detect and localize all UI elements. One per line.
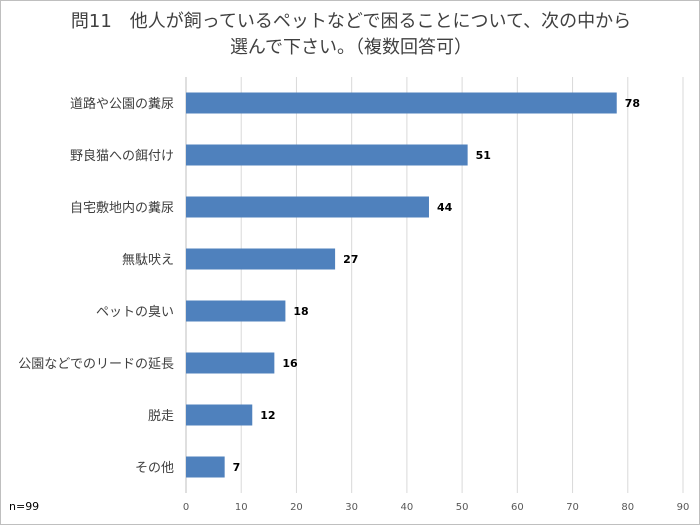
x-tick-label-0: 0 — [183, 502, 189, 513]
category-label-2: 自宅敷地内の糞尿 — [70, 200, 174, 216]
chart-title-line-2: 選んで下さい。（複数回答可） — [229, 37, 473, 58]
x-tick-label-4: 40 — [401, 502, 414, 513]
data-labels: 78 51 44 27 18 16 12 7 — [233, 97, 640, 474]
data-label-7: 7 — [233, 461, 241, 474]
x-tick-label-6: 60 — [511, 502, 524, 513]
data-label-0: 78 — [625, 97, 640, 110]
category-label-0: 道路や公園の糞尿 — [70, 96, 174, 112]
bars — [186, 92, 617, 478]
bar-4 — [186, 300, 286, 322]
x-tick-label-8: 80 — [621, 502, 634, 513]
category-label-5: 公園などでのリードの延長 — [18, 357, 174, 372]
x-tick-label-1: 10 — [235, 502, 248, 513]
category-label-4: ペットの臭い — [96, 305, 174, 320]
bar-1 — [186, 144, 468, 166]
bar-7 — [186, 456, 225, 478]
category-label-7: その他 — [135, 461, 174, 476]
data-label-2: 44 — [437, 201, 453, 214]
x-tick-label-2: 20 — [290, 502, 303, 513]
chart-title-line-1: 問11 他人が飼っているペットなどで困ることについて、次の中から — [70, 11, 632, 32]
bar-0 — [186, 92, 617, 114]
bar-2 — [186, 196, 429, 218]
grid-lines — [185, 77, 684, 493]
x-tick-label-9: 90 — [677, 502, 690, 513]
category-label-6: 脱走 — [148, 409, 174, 424]
category-label-3: 無駄吠え — [122, 253, 174, 268]
data-label-3: 27 — [343, 253, 358, 266]
category-labels: 道路や公園の糞尿野良猫への餌付け自宅敷地内の糞尿無駄吠えペットの臭い公園などでの… — [18, 96, 174, 476]
data-label-4: 18 — [293, 305, 308, 318]
bar-6 — [186, 404, 253, 426]
x-tick-label-5: 50 — [456, 502, 469, 513]
category-label-1: 野良猫への餌付け — [70, 148, 174, 164]
data-label-6: 12 — [260, 409, 275, 422]
x-tick-label-3: 30 — [345, 502, 358, 513]
x-tick-labels: 0 10 20 30 40 50 60 70 80 90 — [183, 502, 690, 513]
bar-3 — [186, 248, 336, 270]
x-tick-label-7: 70 — [566, 502, 579, 513]
bar-5 — [186, 352, 275, 374]
data-label-1: 51 — [476, 149, 491, 162]
data-label-5: 16 — [282, 357, 298, 370]
chart-title: 問11 他人が飼っているペットなどで困ることについて、次の中から 選んで下さい。… — [1, 9, 700, 61]
sample-size-note: n=99 — [9, 500, 40, 513]
